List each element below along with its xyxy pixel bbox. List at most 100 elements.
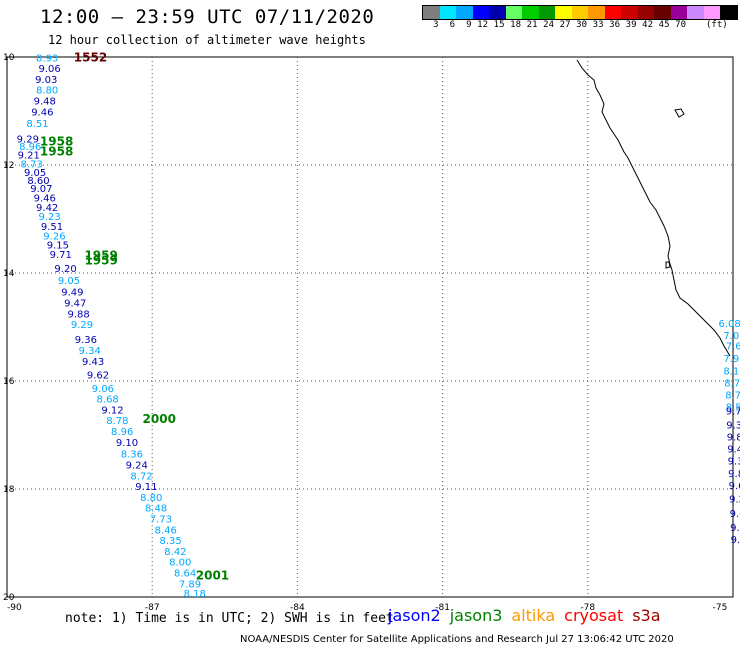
pass-time-label: 2001 [196, 569, 229, 583]
wave-height-label: 8.73 [21, 160, 43, 171]
colorbar-tick-label: 45 [658, 20, 670, 30]
colorbar-tick-label: 3 [433, 20, 439, 30]
wave-height-label: 8.78 [106, 416, 128, 427]
wave-height-label: 8.11 [723, 367, 740, 378]
wave-height-label: 7.06 [723, 331, 740, 342]
colorbar-swatch [720, 6, 737, 19]
wave-height-labels: 8.939.069.038.809.489.468.519.298.969.21… [17, 53, 740, 600]
wave-height-label: 8.18 [184, 589, 206, 600]
legend-item-s3a: s3a [632, 606, 661, 625]
colorbar-swatch [571, 6, 588, 19]
colorbar-tick-label: 21 [526, 20, 538, 30]
wave-height-label: 9.34 [728, 457, 740, 468]
colorbar-tick-label: 33 [592, 20, 604, 30]
wave-height-label: 8.79 [725, 390, 740, 401]
legend-item-cryosat: cryosat [564, 606, 624, 625]
colorbar-swatch [604, 6, 621, 19]
wave-height-label: 9.38 [726, 421, 740, 432]
wave-height-label: 8.35 [159, 536, 181, 547]
colorbar-tick-label: 18 [510, 20, 521, 30]
axis-tick-labels: -90 -87 -84 -81 -78 -75 10 12 14 16 18 20 [3, 53, 727, 613]
wave-height-label: 9.51 [41, 222, 63, 233]
map-title: 12:00 – 23:59 UTC 07/11/2020 [40, 6, 375, 28]
legend-item-jason2: jason2 [388, 606, 441, 625]
colorbar-tick-label: 30 [576, 20, 587, 30]
colorbar-swatch [687, 6, 704, 19]
y-tick-label: 20 [3, 593, 15, 603]
colorbar-swatch [621, 6, 638, 19]
colorbar-tick-label: 6 [449, 20, 455, 30]
wave-height-label: 8.96 [111, 427, 133, 438]
colorbar-swatch [505, 6, 522, 19]
wave-height-label: 9.73 [726, 406, 740, 417]
wave-height-label: 9.36 [75, 335, 97, 346]
footnote: note: 1) Time is in UTC; 2) SWH is in fe… [65, 611, 394, 626]
colorbar-swatch [472, 6, 489, 19]
wave-height-label: 9.47 [64, 298, 86, 309]
x-tick-label: -87 [145, 603, 160, 613]
wave-height-label: 8.42 [164, 547, 186, 558]
x-tick-label: -81 [435, 603, 450, 613]
wave-height-label: 8.96 [19, 142, 41, 153]
wave-height-label: 9.46 [31, 107, 53, 118]
wave-height-label: 9.29 [17, 134, 39, 145]
colorbar-tick-label: 70 [675, 20, 686, 30]
wave-height-label: 9.26 [43, 232, 65, 243]
map-grid [7, 57, 733, 597]
wave-height-label: 9.12 [101, 405, 123, 416]
island [674, 108, 685, 118]
wave-height-label: 9.29 [71, 320, 93, 331]
colorbar-tick-label: 27 [559, 20, 571, 30]
colorbar-unit: (ft) [706, 20, 728, 30]
bay-inlet [665, 261, 671, 269]
wave-height-label: 9.66 [730, 509, 740, 520]
wave-height-label: 9.23 [38, 212, 60, 223]
colorbar-tick-label: 12 [477, 20, 488, 30]
colorbar-swatch [670, 6, 687, 19]
wave-height-label: 9.62 [87, 370, 109, 381]
y-tick-label: 18 [3, 485, 15, 495]
wave-height-label: 7.73 [150, 514, 172, 525]
wave-height-label: 9.91 [730, 523, 740, 534]
wave-height-label: 7.91 [723, 354, 740, 365]
wave-height-label: 9.49 [61, 288, 83, 299]
wave-height-label: 7.63 [726, 342, 740, 353]
pass-time-label: 1552 [74, 50, 107, 64]
wave-height-label: 9.06 [38, 64, 60, 75]
wave-height-label: 9.65 [729, 481, 740, 492]
colorbar-swatch [637, 6, 654, 19]
wave-height-label: 9.05 [24, 168, 46, 179]
colorbar-swatch [555, 6, 572, 19]
wave-height-label: 8.57 [726, 403, 740, 414]
legend-item-jason3: jason3 [449, 606, 503, 625]
satellite-legend: jason2 jason3 altika cryosat s3a [388, 606, 661, 625]
wave-height-label: 9.44 [727, 444, 740, 455]
wave-height-label: 9.48 [34, 97, 56, 108]
wave-height-label: 9.21 [18, 151, 40, 162]
wave-height-label: 8.80 [140, 493, 162, 504]
wave-height-label: 9.88 [68, 309, 90, 320]
wave-height-label: 8.64 [174, 568, 196, 579]
wave-height-label: 9.84 [727, 432, 740, 443]
wave-height-label: 8.74 [724, 378, 740, 389]
wave-height-label: 8.80 [36, 86, 58, 97]
wave-height-label: 8.46 [155, 525, 177, 536]
wave-height-label: 9.05 [58, 276, 80, 287]
colorbar-tick-label: 15 [493, 20, 505, 30]
wave-height-label: 9.34 [79, 346, 101, 357]
wave-height-label: 9.46 [34, 194, 56, 205]
wave-height-label: 8.72 [130, 471, 152, 482]
colorbar-tick-label: 36 [609, 20, 620, 30]
wave-height-label: 9.42 [36, 203, 58, 214]
colorbar-tick-label: 39 [625, 20, 637, 30]
colorbar-tick-label: 9 [466, 20, 472, 30]
colorbar-tick-label: 42 [642, 20, 653, 30]
wave-height-label: 9.24 [126, 460, 148, 471]
colorbar-swatch [423, 6, 440, 19]
credit-line: NOAA/NESDIS Center for Satellite Applica… [240, 634, 674, 645]
wave-height-label: 9.81 [728, 469, 740, 480]
y-tick-label: 16 [3, 377, 15, 387]
x-tick-label: -75 [713, 603, 728, 613]
